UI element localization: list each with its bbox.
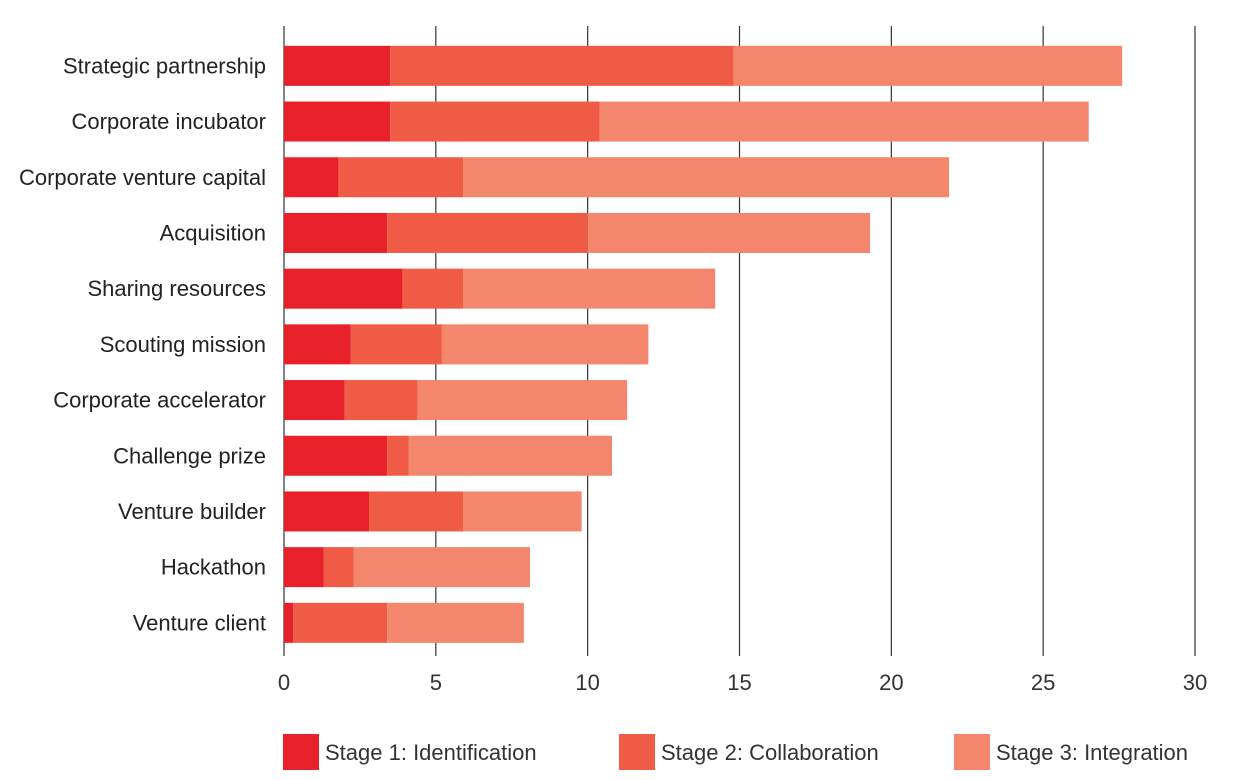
category-label: Strategic partnership	[63, 53, 266, 78]
bar-segment-stage-3	[733, 45, 1123, 86]
category-label: Challenge prize	[113, 443, 266, 468]
bar-segment-stage-1	[284, 101, 391, 142]
x-tick-labels: 0 5 10 15 20 25 30	[278, 670, 1207, 695]
bar-segment-stage-2	[338, 157, 464, 198]
bar-segment-stage-2	[387, 435, 409, 476]
legend: Stage 1: Identification Stage 2: Collabor…	[283, 734, 1188, 770]
bar-segment-stage-2	[350, 324, 442, 365]
bar-segment-stage-3	[387, 602, 524, 643]
bar-segment-stage-1	[284, 268, 403, 309]
bar-segment-stage-3	[463, 268, 716, 309]
category-label: Corporate accelerator	[53, 388, 266, 413]
bar-segment-stage-3	[441, 324, 649, 365]
legend-swatch-stage-1	[283, 734, 319, 770]
x-tick-label: 20	[879, 670, 903, 695]
bar-segment-stage-1	[284, 547, 324, 588]
category-label: Venture builder	[118, 499, 266, 524]
bar-segment-stage-3	[408, 435, 612, 476]
bar-segment-stage-2	[390, 101, 600, 142]
bar-segment-stage-2	[390, 45, 734, 86]
bars	[284, 45, 1123, 643]
legend-label-stage-3: Stage 3: Integration	[996, 740, 1188, 765]
category-label: Venture client	[133, 610, 266, 635]
bar-segment-stage-3	[599, 101, 1089, 142]
category-label: Corporate venture capital	[19, 165, 266, 190]
x-tick-label: 0	[278, 670, 290, 695]
bar-segment-stage-3	[353, 547, 530, 588]
bar-segment-stage-1	[284, 45, 391, 86]
legend-label-stage-1: Stage 1: Identification	[325, 740, 537, 765]
legend-swatch-stage-2	[619, 734, 655, 770]
bar-segment-stage-1	[284, 435, 388, 476]
x-tick-label: 10	[575, 670, 599, 695]
x-tick-label: 5	[430, 670, 442, 695]
bar-segment-stage-1	[284, 491, 370, 532]
bar-segment-stage-2	[387, 212, 588, 253]
bar-segment-stage-3	[417, 380, 628, 421]
bar-segment-stage-2	[323, 547, 354, 588]
legend-label-stage-2: Stage 2: Collaboration	[661, 740, 879, 765]
bar-segment-stage-1	[284, 212, 388, 253]
bar-segment-stage-2	[344, 380, 418, 421]
category-label: Sharing resources	[87, 276, 266, 301]
x-tick-label: 30	[1183, 670, 1207, 695]
bar-segment-stage-3	[463, 491, 582, 532]
category-label: Corporate incubator	[72, 109, 266, 134]
bar-segment-stage-3	[587, 212, 871, 253]
category-label: Acquisition	[160, 220, 266, 245]
bar-segment-stage-2	[369, 491, 464, 532]
category-label: Hackathon	[161, 555, 266, 580]
x-tick-label: 15	[727, 670, 751, 695]
bar-segment-stage-2	[402, 268, 464, 309]
category-labels: Strategic partnership Corporate incubator…	[19, 53, 266, 635]
bar-segment-stage-2	[293, 602, 388, 643]
legend-swatch-stage-3	[954, 734, 990, 770]
bar-segment-stage-3	[463, 157, 950, 198]
x-tick-label: 25	[1031, 670, 1055, 695]
bar-segment-stage-1	[284, 157, 339, 198]
bar-segment-stage-1	[284, 380, 345, 421]
category-label: Scouting mission	[100, 332, 266, 357]
bar-segment-stage-1	[284, 324, 351, 365]
bar-segment-stage-1	[284, 602, 294, 643]
